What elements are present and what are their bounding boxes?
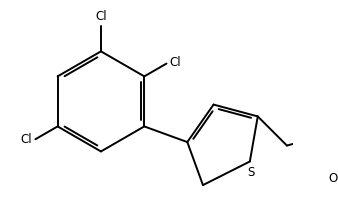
Text: S: S (247, 166, 255, 179)
Text: Cl: Cl (95, 10, 107, 23)
Text: O: O (328, 172, 337, 185)
Text: Cl: Cl (21, 133, 32, 146)
Text: Cl: Cl (170, 57, 181, 69)
